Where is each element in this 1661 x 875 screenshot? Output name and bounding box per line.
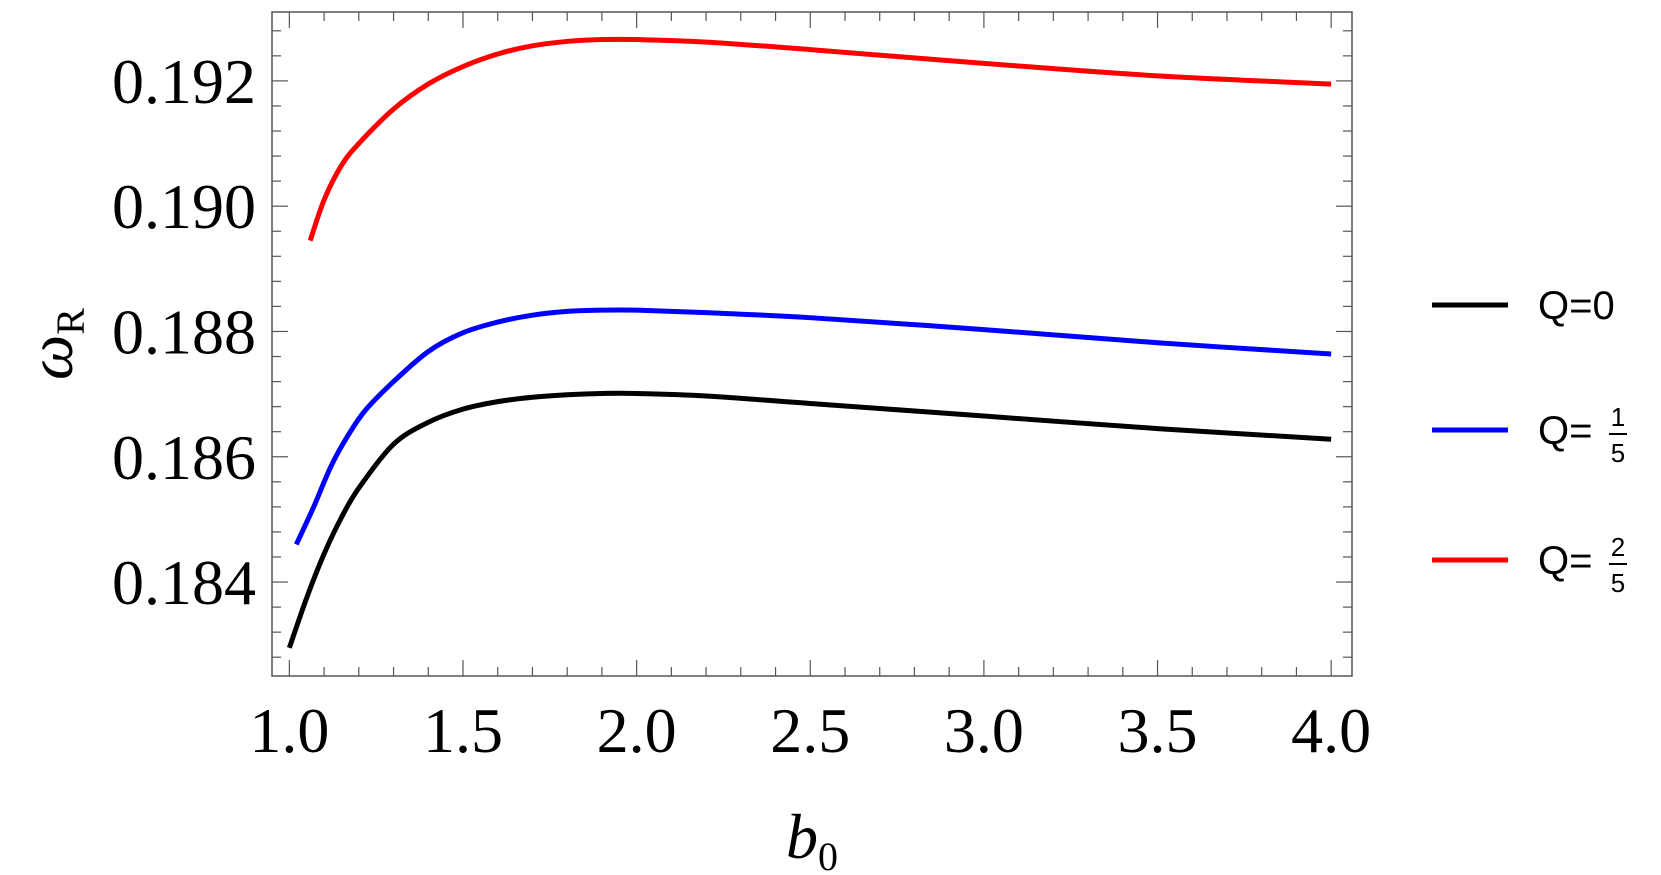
axis-ticks [272,12,1352,676]
series-line-q0 [286,390,1332,649]
x-tick-label: 1.0 [249,695,329,766]
x-tick-label: 2.5 [770,695,850,766]
plot-frame [271,11,1353,677]
x-tick-label: 3.0 [944,695,1024,766]
series-line-q-two-fifths [307,36,1332,242]
legend-item: Q=0 [1432,284,1615,328]
series-lines [286,36,1332,649]
x-tick-label: 4.0 [1291,695,1371,766]
x-tick-label: 2.0 [597,695,677,766]
legend-fraction-numerator: 1 [1611,402,1625,432]
x-tick-labels: 1.0 1.5 2.0 2.5 3.0 3.5 4.0 [249,695,1371,766]
y-tick-label: 0.184 [112,547,256,618]
x-tick-label: 1.5 [423,695,503,766]
x-tick-label: 3.5 [1118,695,1198,766]
legend-fraction-numerator: 2 [1611,532,1625,562]
legend-label: Q=0 [1538,284,1615,328]
y-tick-labels: 0.184 0.186 0.188 0.190 0.192 [112,46,256,618]
legend-fraction-denominator: 5 [1611,568,1625,598]
y-tick-label: 0.190 [112,171,256,242]
legend-item: Q= 1 5 [1432,402,1627,468]
legend-item: Q= 2 5 [1432,532,1627,598]
series-line-q-one-fifth [294,307,1332,546]
y-tick-label: 0.186 [112,422,256,493]
legend-label: Q= [1538,539,1592,583]
y-tick-label: 0.192 [112,46,256,117]
legend-fraction-denominator: 5 [1611,438,1625,468]
legend: Q=0 Q= 1 5 Q= 2 5 [1432,284,1627,598]
legend-label: Q= [1538,409,1592,453]
y-axis-title: ωR [15,308,93,380]
x-axis-title: b0 [786,801,838,875]
y-tick-label: 0.188 [112,296,256,367]
